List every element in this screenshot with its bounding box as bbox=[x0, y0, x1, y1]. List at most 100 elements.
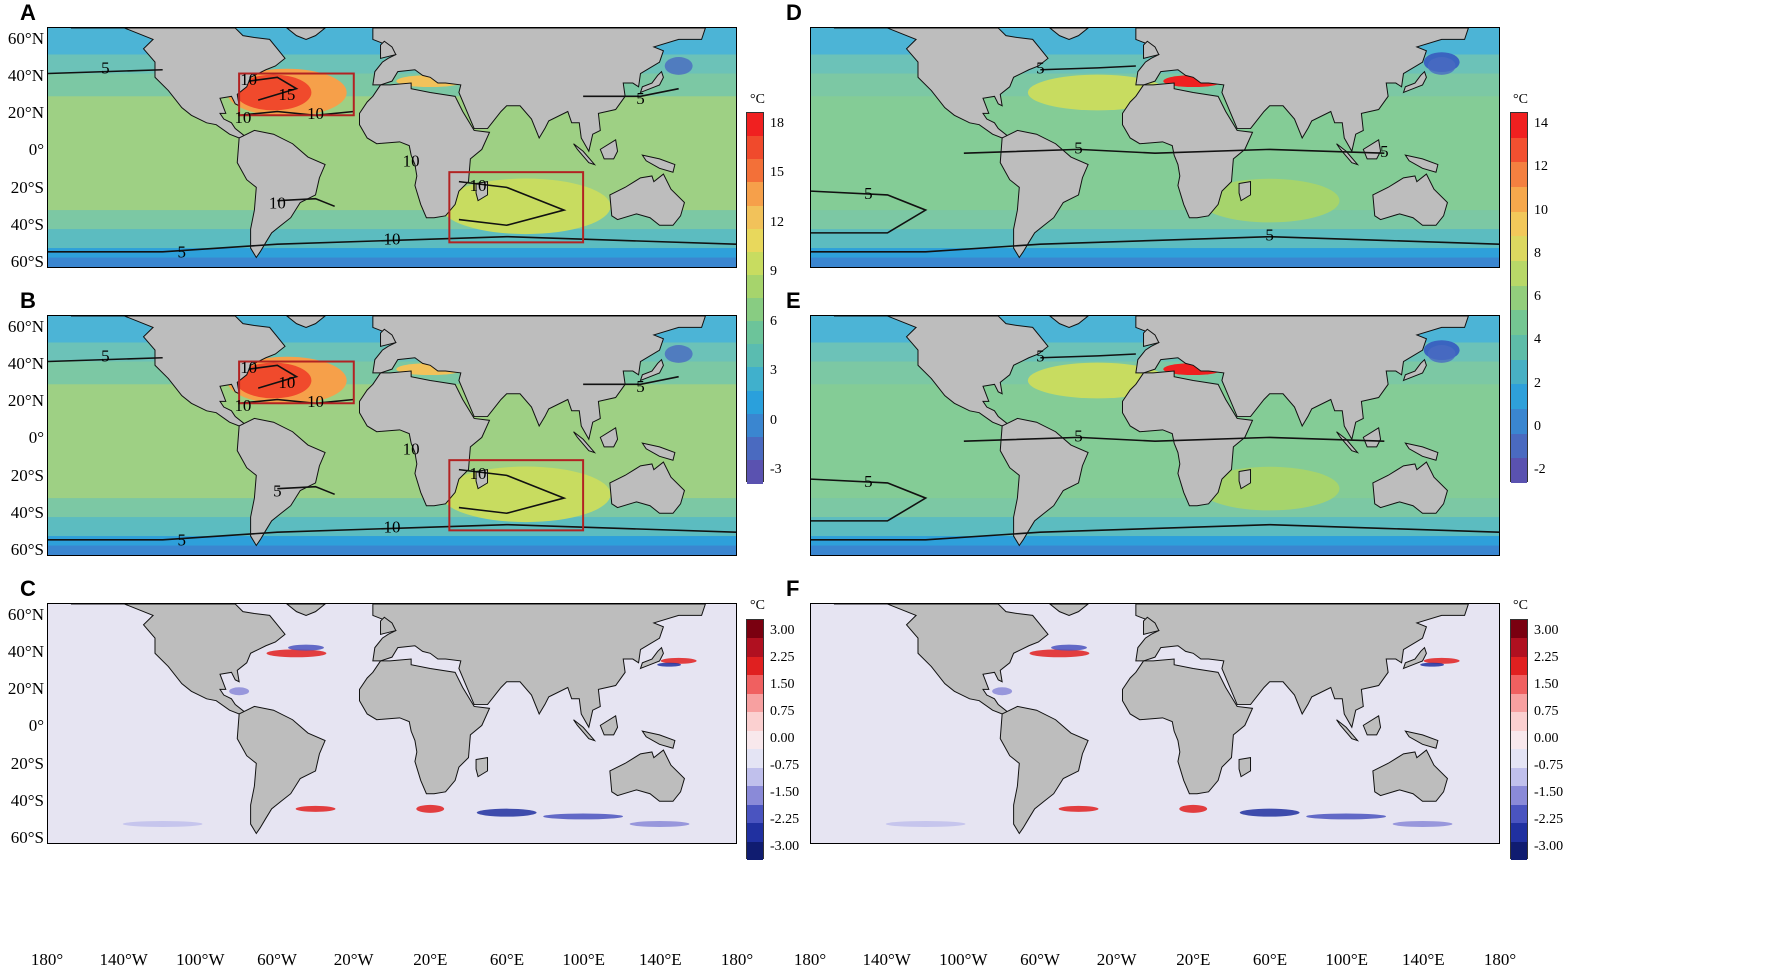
colorbar-swatch bbox=[1511, 823, 1527, 843]
land-southAmerica bbox=[999, 705, 1089, 835]
colorbar-swatch bbox=[1511, 620, 1527, 639]
map-panel-d: 5 5 5 5 5 bbox=[810, 27, 1500, 268]
lon-label-7: 100°E bbox=[1325, 950, 1368, 969]
contour-5-south-pacific bbox=[811, 478, 928, 522]
land-australia bbox=[1372, 461, 1449, 514]
colorbar-swatch bbox=[747, 675, 763, 695]
difference-anomaly-5 bbox=[1179, 804, 1208, 813]
region-box-south-indian bbox=[448, 459, 585, 532]
colorbar-swatch bbox=[747, 344, 763, 368]
land-japan bbox=[1402, 358, 1427, 382]
colorbar-tick-label: 2.25 bbox=[770, 650, 795, 665]
colorbar-tick-label: 10 bbox=[1534, 202, 1548, 218]
contour-label-A-2: 15 bbox=[278, 85, 295, 104]
colorbar-swatch bbox=[1511, 162, 1527, 188]
colorbar-tick-label: 14 bbox=[1534, 116, 1548, 131]
contour-10-north-atlantic-south bbox=[239, 110, 354, 117]
colorbar-swatch bbox=[747, 136, 763, 160]
difference-anomaly-2 bbox=[1423, 657, 1460, 664]
colorbar-swatch bbox=[747, 113, 763, 137]
contour-label-A-0: 5 bbox=[101, 59, 109, 78]
colorbar-tick-label: 9 bbox=[770, 264, 777, 280]
land-borneo bbox=[599, 427, 619, 448]
land-euroAsia bbox=[1135, 604, 1469, 729]
colorbar-swatch bbox=[747, 182, 763, 206]
difference-anomaly-1 bbox=[1051, 644, 1087, 651]
land-greenland bbox=[286, 316, 326, 328]
land-australia bbox=[609, 461, 686, 514]
land-northAmerica bbox=[833, 28, 1049, 139]
lon-label-9: 180° bbox=[1483, 950, 1517, 969]
lat-label-2-4: 20°S bbox=[10, 754, 44, 773]
land-southAmerica bbox=[236, 417, 326, 547]
lon-label-8: 140°E bbox=[1401, 950, 1445, 969]
colorbar-tick-label: 2.25 bbox=[1534, 650, 1559, 665]
contour-5-southern-ocean bbox=[48, 523, 736, 541]
land-sumatra bbox=[573, 143, 597, 166]
colorbar-tick-label: -2 bbox=[1534, 462, 1546, 477]
contour-label-B-10: 10 bbox=[384, 517, 401, 536]
lat-label-0-5: 40°S bbox=[10, 215, 44, 234]
lon-label-3: 60°W bbox=[257, 950, 297, 969]
land-euroAsia bbox=[372, 28, 706, 153]
colorbar-swatch bbox=[1511, 786, 1527, 806]
contour-10-north-pacific bbox=[583, 375, 679, 386]
colorbar-swatch bbox=[747, 228, 763, 253]
contour-10-south-atlantic bbox=[277, 197, 335, 208]
land-sumatra bbox=[1336, 143, 1360, 166]
warm-anomaly-gulfstream-core bbox=[235, 74, 312, 111]
contour-5-equator bbox=[963, 148, 1385, 154]
lon-label-6: 60°E bbox=[489, 950, 525, 969]
contour-5-southern-ocean bbox=[811, 523, 1499, 541]
land-uk bbox=[1143, 616, 1160, 635]
lat-label-0-1: 40°N bbox=[7, 66, 44, 85]
land-australia bbox=[1372, 173, 1449, 226]
land-japan bbox=[639, 646, 664, 670]
difference-anomaly-5 bbox=[416, 804, 445, 813]
lon-label-0: 180° bbox=[793, 950, 827, 969]
colorbar-swatch bbox=[747, 638, 763, 658]
contour-5-north-pacific bbox=[48, 68, 163, 75]
colorbar-swatch bbox=[747, 205, 763, 230]
land-newGuinea bbox=[1404, 730, 1439, 749]
difference-anomaly-4 bbox=[295, 805, 336, 812]
colorbar-tick-label: -2.25 bbox=[1534, 812, 1564, 827]
lat-label-1-6: 60°S bbox=[10, 540, 44, 559]
contour-label-A-8: 5 bbox=[636, 89, 644, 108]
land-africa bbox=[358, 82, 491, 219]
colorbar-tick-label: 0.00 bbox=[1534, 731, 1559, 746]
land-newGuinea bbox=[641, 730, 676, 749]
region-box-south-indian bbox=[448, 171, 585, 244]
lat-label-0-0: 60°N bbox=[7, 29, 44, 48]
lat-label-2-2: 20°N bbox=[7, 679, 44, 698]
colorbar-swatch bbox=[1511, 656, 1527, 676]
colorbar-swatch bbox=[747, 321, 763, 345]
land-borneo bbox=[1362, 139, 1382, 160]
lon-label-4: 20°W bbox=[333, 950, 374, 969]
contour-label-A-5: 10 bbox=[403, 152, 420, 171]
lon-label-1: 140°W bbox=[862, 950, 911, 969]
colorbar-de-unit: °C bbox=[1513, 92, 1528, 107]
lat-label-1-0: 60°N bbox=[7, 317, 44, 336]
cold-anomaly-oyashio bbox=[664, 57, 693, 75]
colorbar-swatch bbox=[1511, 693, 1527, 713]
colorbar-tick-label: 1.50 bbox=[770, 677, 795, 692]
contour-15-gulfstream bbox=[248, 364, 299, 389]
contour-5-southern-ocean bbox=[48, 235, 736, 253]
colorbar-tick-label: -0.75 bbox=[770, 758, 800, 773]
colorbar-f-unit: °C bbox=[1513, 598, 1528, 613]
colorbar-swatch bbox=[747, 436, 763, 461]
contour-5-southern-ocean bbox=[811, 235, 1499, 253]
colorbar-swatch bbox=[1511, 767, 1527, 787]
colorbar-swatch bbox=[747, 693, 763, 713]
land-euroAsia bbox=[1135, 28, 1469, 153]
panel-letter-b: B bbox=[20, 288, 36, 313]
lat-label-1-5: 40°S bbox=[10, 503, 44, 522]
contour-label-B-0: 5 bbox=[101, 347, 109, 366]
panel-letter-c: C bbox=[20, 576, 36, 601]
colorbar-swatch bbox=[1511, 712, 1527, 732]
lon-label-1: 140°W bbox=[99, 950, 148, 969]
colorbar-swatch bbox=[747, 712, 763, 732]
contour-label-B-8: 5 bbox=[636, 377, 644, 396]
ocean-band-southern-cold bbox=[811, 545, 1499, 555]
